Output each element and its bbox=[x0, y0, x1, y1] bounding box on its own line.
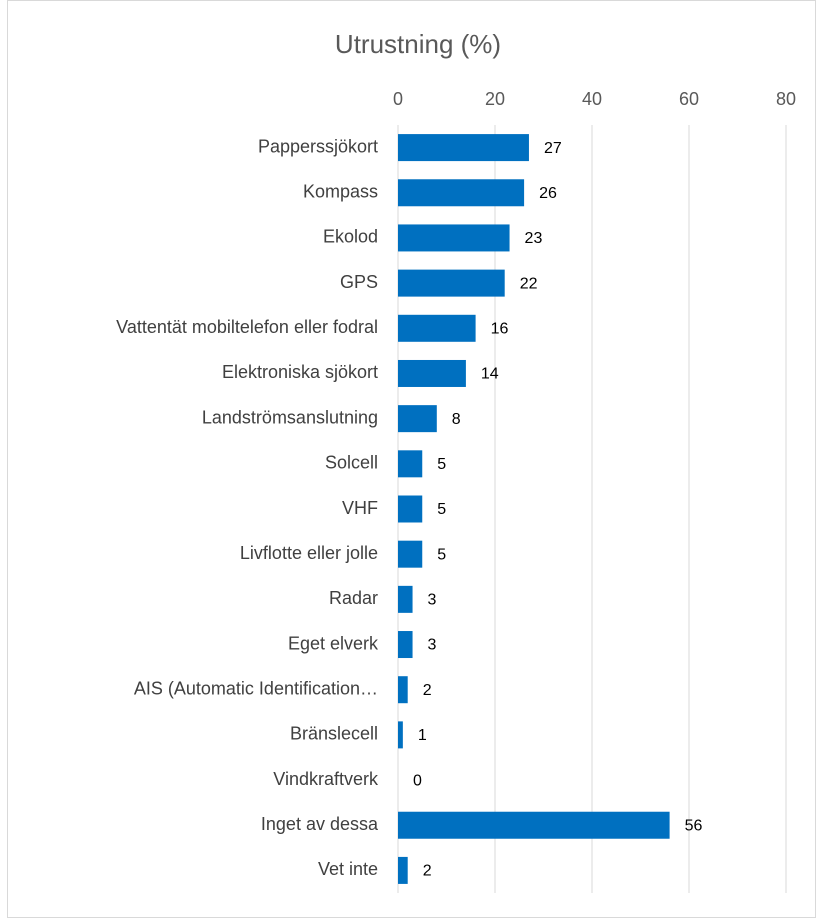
value-label: 14 bbox=[481, 366, 499, 383]
category-label: Radar bbox=[329, 588, 378, 608]
bar bbox=[398, 540, 423, 568]
category-label: Ekolod bbox=[323, 227, 378, 247]
bar bbox=[398, 631, 413, 659]
bar bbox=[398, 495, 423, 523]
bar bbox=[398, 405, 437, 433]
category-label: Papperssjökort bbox=[258, 136, 378, 156]
x-tick-label: 20 bbox=[485, 89, 505, 109]
category-label: Eget elverk bbox=[288, 633, 379, 653]
value-label: 26 bbox=[539, 185, 557, 202]
value-label: 5 bbox=[437, 546, 446, 563]
value-label: 0 bbox=[413, 772, 422, 789]
category-label: Vindkraftverk bbox=[273, 769, 379, 789]
bar bbox=[398, 721, 403, 749]
bar bbox=[398, 224, 510, 252]
value-label: 5 bbox=[437, 456, 446, 473]
bar bbox=[398, 811, 670, 839]
value-label: 2 bbox=[423, 863, 432, 880]
x-tick-label: 0 bbox=[393, 89, 403, 109]
value-label: 1 bbox=[418, 727, 427, 744]
value-label: 16 bbox=[491, 321, 509, 338]
chart-title: Utrustning (%) bbox=[335, 29, 501, 59]
bar bbox=[398, 269, 505, 297]
bar bbox=[398, 314, 476, 342]
value-label: 56 bbox=[685, 817, 703, 834]
value-label: 5 bbox=[437, 501, 446, 518]
bar bbox=[398, 179, 525, 207]
category-label: VHF bbox=[342, 498, 378, 518]
category-label: Kompass bbox=[303, 182, 378, 202]
value-label: 27 bbox=[544, 140, 562, 157]
x-tick-label: 60 bbox=[679, 89, 699, 109]
category-label: GPS bbox=[340, 272, 378, 292]
category-label: AIS (Automatic Identification… bbox=[134, 678, 378, 698]
x-tick-label: 80 bbox=[776, 89, 796, 109]
category-label: Solcell bbox=[325, 453, 378, 473]
bar bbox=[398, 676, 408, 704]
value-label: 22 bbox=[520, 275, 538, 292]
bar bbox=[398, 450, 423, 478]
value-label: 3 bbox=[428, 637, 437, 654]
category-label: Inget av dessa bbox=[261, 814, 379, 834]
category-label: Vattentät mobiltelefon eller fodral bbox=[116, 317, 378, 337]
bar bbox=[398, 856, 408, 884]
category-label: Elektroniska sjökort bbox=[222, 362, 378, 382]
bar bbox=[398, 585, 413, 613]
value-label: 8 bbox=[452, 411, 461, 428]
category-label: Landströmsanslutning bbox=[202, 407, 378, 427]
bar bbox=[398, 134, 529, 162]
value-label: 2 bbox=[423, 682, 432, 699]
x-tick-label: 40 bbox=[582, 89, 602, 109]
category-label: Bränslecell bbox=[290, 724, 378, 744]
value-label: 3 bbox=[428, 592, 437, 609]
bar bbox=[398, 359, 466, 387]
category-label: Vet inte bbox=[318, 859, 378, 879]
category-label: Livflotte eller jolle bbox=[240, 543, 378, 563]
value-label: 23 bbox=[525, 230, 543, 247]
